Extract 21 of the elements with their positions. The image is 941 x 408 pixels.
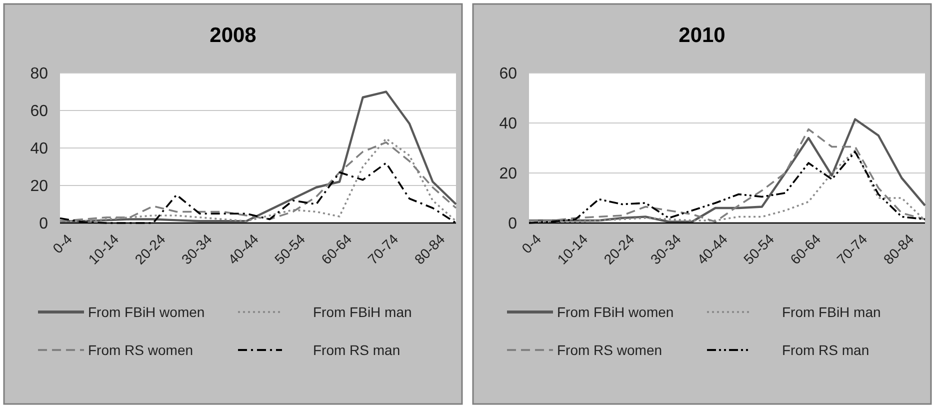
legend-label: From RS man xyxy=(313,342,400,358)
legend-label: From RS women xyxy=(88,342,194,358)
y-tick-label: 60 xyxy=(30,103,48,120)
legend-label: From FBiH man xyxy=(782,304,881,320)
y-tick-label: 80 xyxy=(30,66,48,83)
legend-label: From RS man xyxy=(782,342,870,358)
y-tick-label: 20 xyxy=(30,178,48,196)
chart-title: 2010 xyxy=(678,24,726,47)
y-tick-label: 40 xyxy=(499,116,518,133)
y-tick-label: 40 xyxy=(30,140,48,158)
legend-label: From FBiH man xyxy=(313,304,412,320)
y-tick-label: 20 xyxy=(499,166,518,183)
y-tick-label: 0 xyxy=(508,216,518,233)
legend-label: From FBiH women xyxy=(88,304,205,320)
x-tick-label: 0-4 xyxy=(518,230,544,256)
x-tick-label: 0-4 xyxy=(49,230,76,256)
chart-title: 2008 xyxy=(210,24,257,47)
y-tick-label: 0 xyxy=(39,216,48,233)
legend-label: From RS women xyxy=(557,342,662,358)
y-tick-label: 60 xyxy=(499,66,518,83)
legend-label: From FBiH women xyxy=(557,304,674,320)
